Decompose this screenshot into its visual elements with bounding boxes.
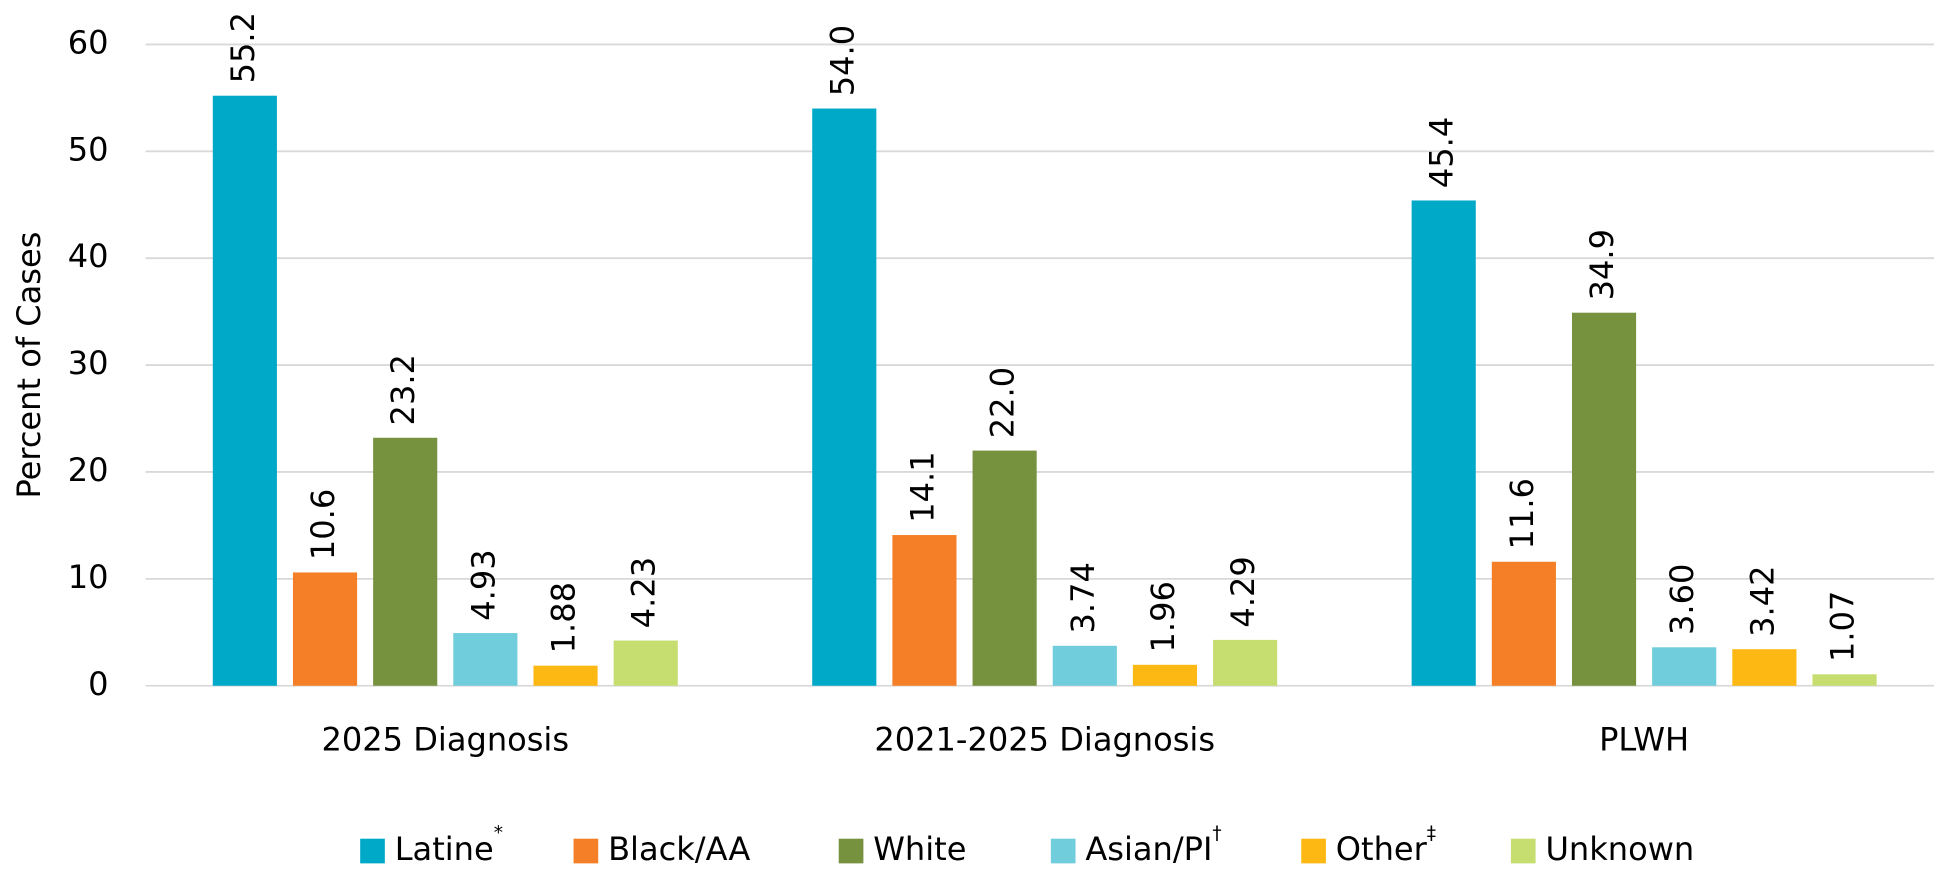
legend-name: Asian/PI: [1085, 830, 1212, 868]
x-tick-label: 2025 Diagnosis: [322, 720, 570, 758]
legend-swatch: [1510, 838, 1536, 864]
legend-swatch: [573, 838, 599, 864]
bar: [1213, 639, 1278, 686]
bar: [892, 535, 957, 686]
bar: [812, 108, 877, 686]
legend-name: Unknown: [1545, 830, 1694, 868]
bar: [1491, 561, 1556, 686]
x-tick-label: 2021-2025 Diagnosis: [874, 720, 1215, 758]
bar: [1732, 649, 1797, 686]
legend-note: ‡: [1427, 823, 1436, 844]
value-label: 1.88: [545, 582, 583, 653]
y-tick-label: 10: [68, 558, 109, 596]
value-label: 1.07: [1824, 591, 1862, 662]
bar: [1132, 664, 1198, 686]
value-label: 45.4: [1423, 117, 1461, 188]
bar: [613, 640, 678, 686]
value-label: 14.1: [903, 451, 941, 522]
value-label: 55.2: [224, 12, 262, 83]
value-label: 10.6: [304, 489, 342, 560]
legend-swatch: [1301, 838, 1326, 864]
value-label: 11.6: [1503, 478, 1541, 549]
bar: [972, 450, 1037, 686]
bar: [1052, 645, 1117, 686]
legend-name: Latine: [395, 830, 494, 868]
bar: [533, 665, 598, 686]
legend-swatch: [838, 838, 864, 864]
value-label: 3.42: [1743, 566, 1781, 637]
bar: [292, 572, 358, 686]
bar: [212, 95, 277, 686]
y-tick-label: 20: [68, 451, 109, 489]
value-label: 3.60: [1663, 564, 1701, 635]
legend-swatch: [1050, 838, 1076, 864]
legend-label: Black/AA: [608, 830, 750, 868]
legend-label: White: [873, 830, 966, 868]
y-tick-label: 40: [68, 237, 109, 275]
legend-label: Unknown: [1545, 830, 1694, 868]
legend-label: Other‡: [1336, 823, 1436, 868]
value-label: 4.29: [1224, 556, 1262, 627]
legend-name: Black/AA: [608, 830, 750, 868]
bar: [373, 437, 438, 686]
legend-name: Other: [1336, 830, 1428, 868]
legend-note: †: [1212, 823, 1221, 844]
bar: [1652, 647, 1717, 686]
bar: [453, 633, 518, 686]
bar: [1411, 200, 1476, 686]
legend-name: White: [873, 830, 966, 868]
y-tick-label: 60: [68, 23, 109, 61]
value-label: 4.93: [464, 549, 502, 620]
y-tick-label: 50: [68, 130, 109, 168]
y-axis-title: Percent of Cases: [10, 232, 48, 499]
value-label: 54.0: [823, 25, 861, 96]
legend-label: Asian/PI†: [1085, 823, 1221, 868]
bar: [1812, 674, 1877, 686]
value-label: 23.2: [384, 354, 422, 425]
value-label: 22.0: [984, 367, 1022, 438]
legend-note: *: [494, 823, 503, 844]
value-label: 3.74: [1064, 562, 1102, 633]
y-tick-label: 0: [88, 665, 108, 703]
value-label: 34.9: [1583, 229, 1621, 300]
bar: [1571, 312, 1637, 686]
value-label: 4.23: [625, 557, 663, 628]
y-tick-label: 30: [68, 344, 109, 382]
legend-swatch: [360, 838, 385, 864]
legend-label: Latine*: [395, 823, 503, 868]
x-tick-label: PLWH: [1599, 720, 1689, 758]
value-label: 1.96: [1144, 581, 1182, 652]
